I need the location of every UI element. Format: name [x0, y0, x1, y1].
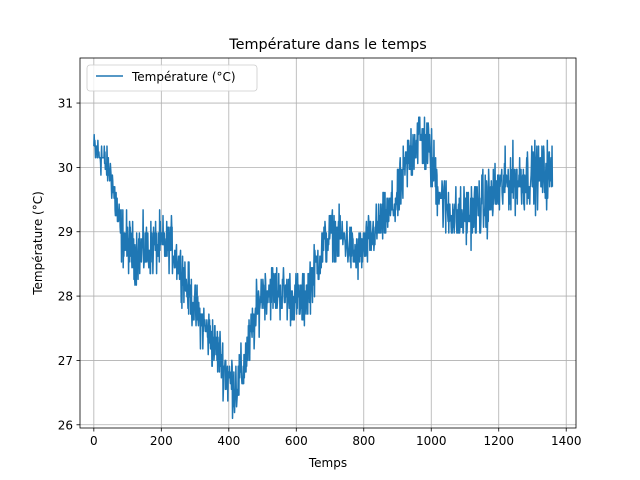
- x-tick-label: 1200: [483, 434, 514, 448]
- y-tick-label: 30: [58, 161, 73, 175]
- x-tick-label: 0: [90, 434, 98, 448]
- data-layer: [93, 116, 554, 420]
- y-tick-label: 26: [58, 418, 73, 432]
- y-tick-label: 31: [58, 97, 73, 111]
- legend: Température (°C): [86, 64, 258, 92]
- grid: [80, 58, 576, 428]
- ticks: 0 200 400 600 800 1000 1200 1400 26 27 28 29 30 31: [58, 97, 582, 448]
- x-tick-label: 400: [217, 434, 240, 448]
- y-axis-label: Température (°C): [31, 191, 45, 296]
- legend-label: Température (°C): [131, 70, 236, 84]
- y-tick-label: 27: [58, 354, 73, 368]
- plot-frame: [79, 57, 577, 429]
- series-line-temperature: [93, 116, 554, 420]
- x-tick-label: 200: [150, 434, 173, 448]
- x-tick-label: 800: [352, 434, 375, 448]
- x-tick-label: 1000: [416, 434, 447, 448]
- legend-box: [86, 64, 258, 92]
- x-axis-label: Temps: [308, 456, 347, 470]
- x-tick-label: 1400: [551, 434, 582, 448]
- x-tick-label: 600: [285, 434, 308, 448]
- y-tick-label: 29: [58, 225, 73, 239]
- y-tick-label: 28: [58, 290, 73, 304]
- chart-title: Température dans le temps: [228, 37, 426, 53]
